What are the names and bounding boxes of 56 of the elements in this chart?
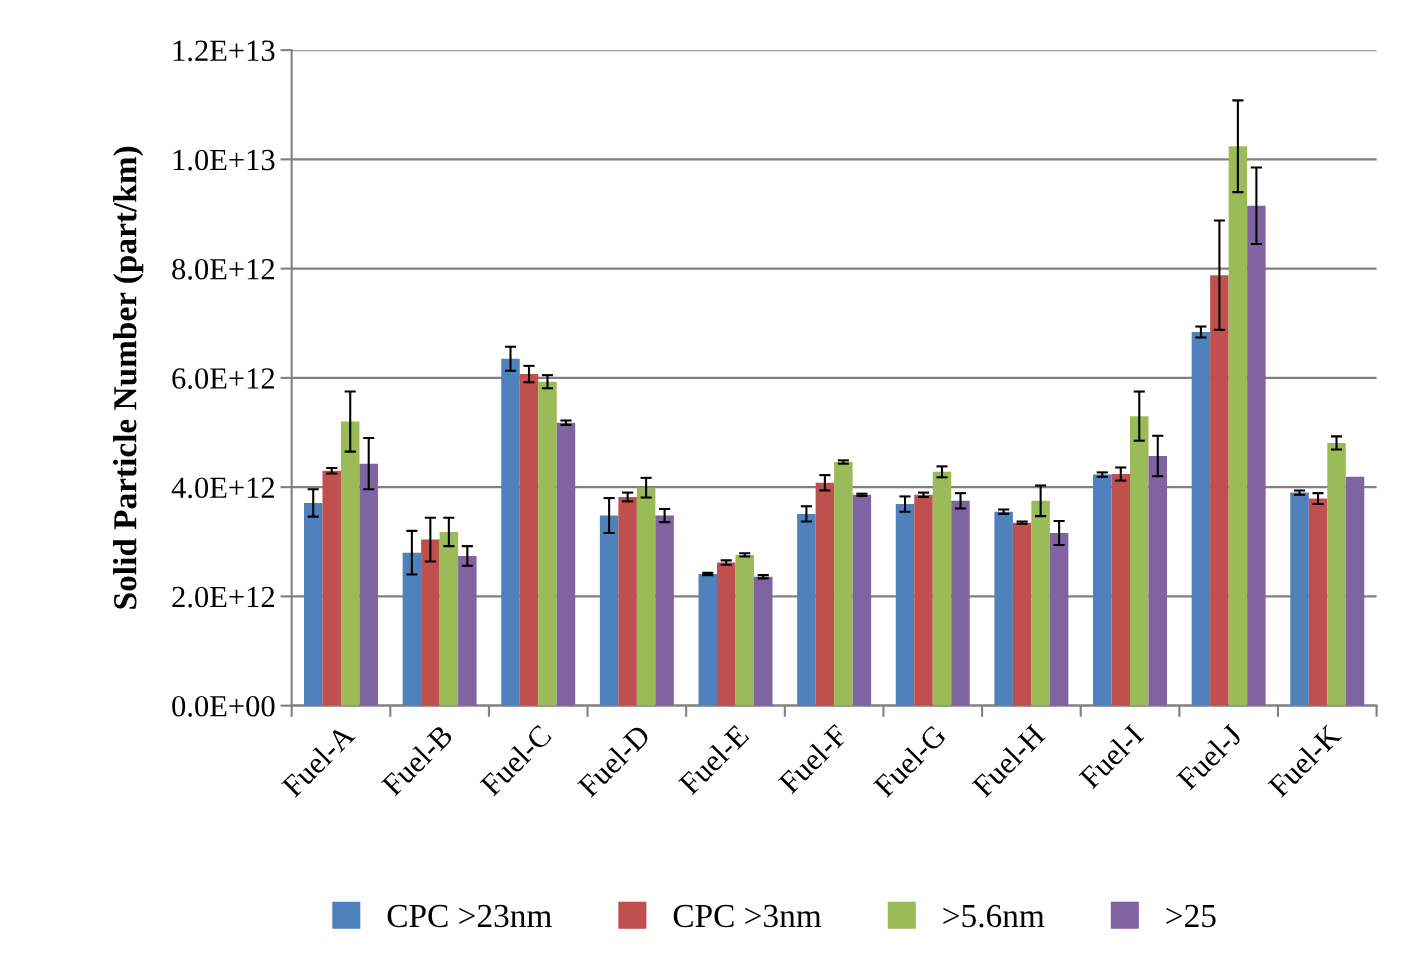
bar — [834, 462, 853, 706]
bar — [753, 576, 773, 706]
bar — [735, 554, 754, 706]
bar — [359, 463, 378, 706]
bar — [1031, 500, 1050, 706]
bar — [895, 504, 915, 706]
bar — [815, 482, 835, 706]
bar — [458, 555, 477, 706]
y-tick-label: 4.0E+12 — [171, 477, 275, 499]
bar — [1148, 456, 1167, 706]
bar — [519, 374, 539, 706]
bar — [1093, 474, 1112, 706]
bar — [1345, 476, 1365, 706]
legend-label: CPC >23nm — [387, 904, 552, 928]
bar — [1012, 522, 1032, 706]
bar — [1228, 146, 1248, 706]
bar — [717, 562, 736, 706]
bar — [932, 471, 952, 706]
legend-label: >5.6nm — [943, 904, 1045, 928]
bar — [439, 531, 459, 706]
bar — [797, 513, 816, 706]
bar — [1308, 498, 1328, 706]
y-tick-label: 6.0E+12 — [172, 368, 275, 389]
bar — [1290, 492, 1309, 706]
bar — [501, 358, 520, 706]
bar — [618, 496, 637, 706]
bar — [402, 552, 422, 706]
bar — [698, 574, 717, 706]
bar — [599, 515, 619, 706]
bar — [636, 487, 656, 706]
bar — [1247, 205, 1266, 706]
legend-label: CPC >3nm — [673, 904, 822, 928]
bar — [421, 539, 440, 706]
y-tick-label: 1.2E+13 — [173, 40, 275, 62]
bar — [1327, 442, 1346, 706]
bar — [951, 500, 970, 706]
y-tick-label: 8.0E+12 — [172, 258, 275, 280]
bar — [1130, 416, 1149, 706]
bar — [303, 502, 323, 706]
bar — [1049, 533, 1069, 706]
bar — [914, 494, 933, 706]
y-tick-label: 2.0E+12 — [172, 586, 275, 608]
bar — [322, 470, 341, 706]
bar — [1111, 474, 1131, 706]
legend-label: >25 — [1166, 904, 1216, 928]
bar — [994, 511, 1013, 706]
y-tick-label: 0.0E+00 — [172, 695, 275, 717]
bar — [556, 422, 576, 706]
y-axis-title: Solid Particle Number (part/km) — [113, 146, 144, 609]
bar — [1191, 332, 1211, 706]
bar — [1210, 275, 1229, 706]
bar — [655, 515, 674, 706]
bar — [538, 381, 557, 706]
y-tick-label: 1.0E+13 — [173, 149, 275, 171]
bar — [852, 494, 872, 706]
bar — [340, 421, 360, 706]
